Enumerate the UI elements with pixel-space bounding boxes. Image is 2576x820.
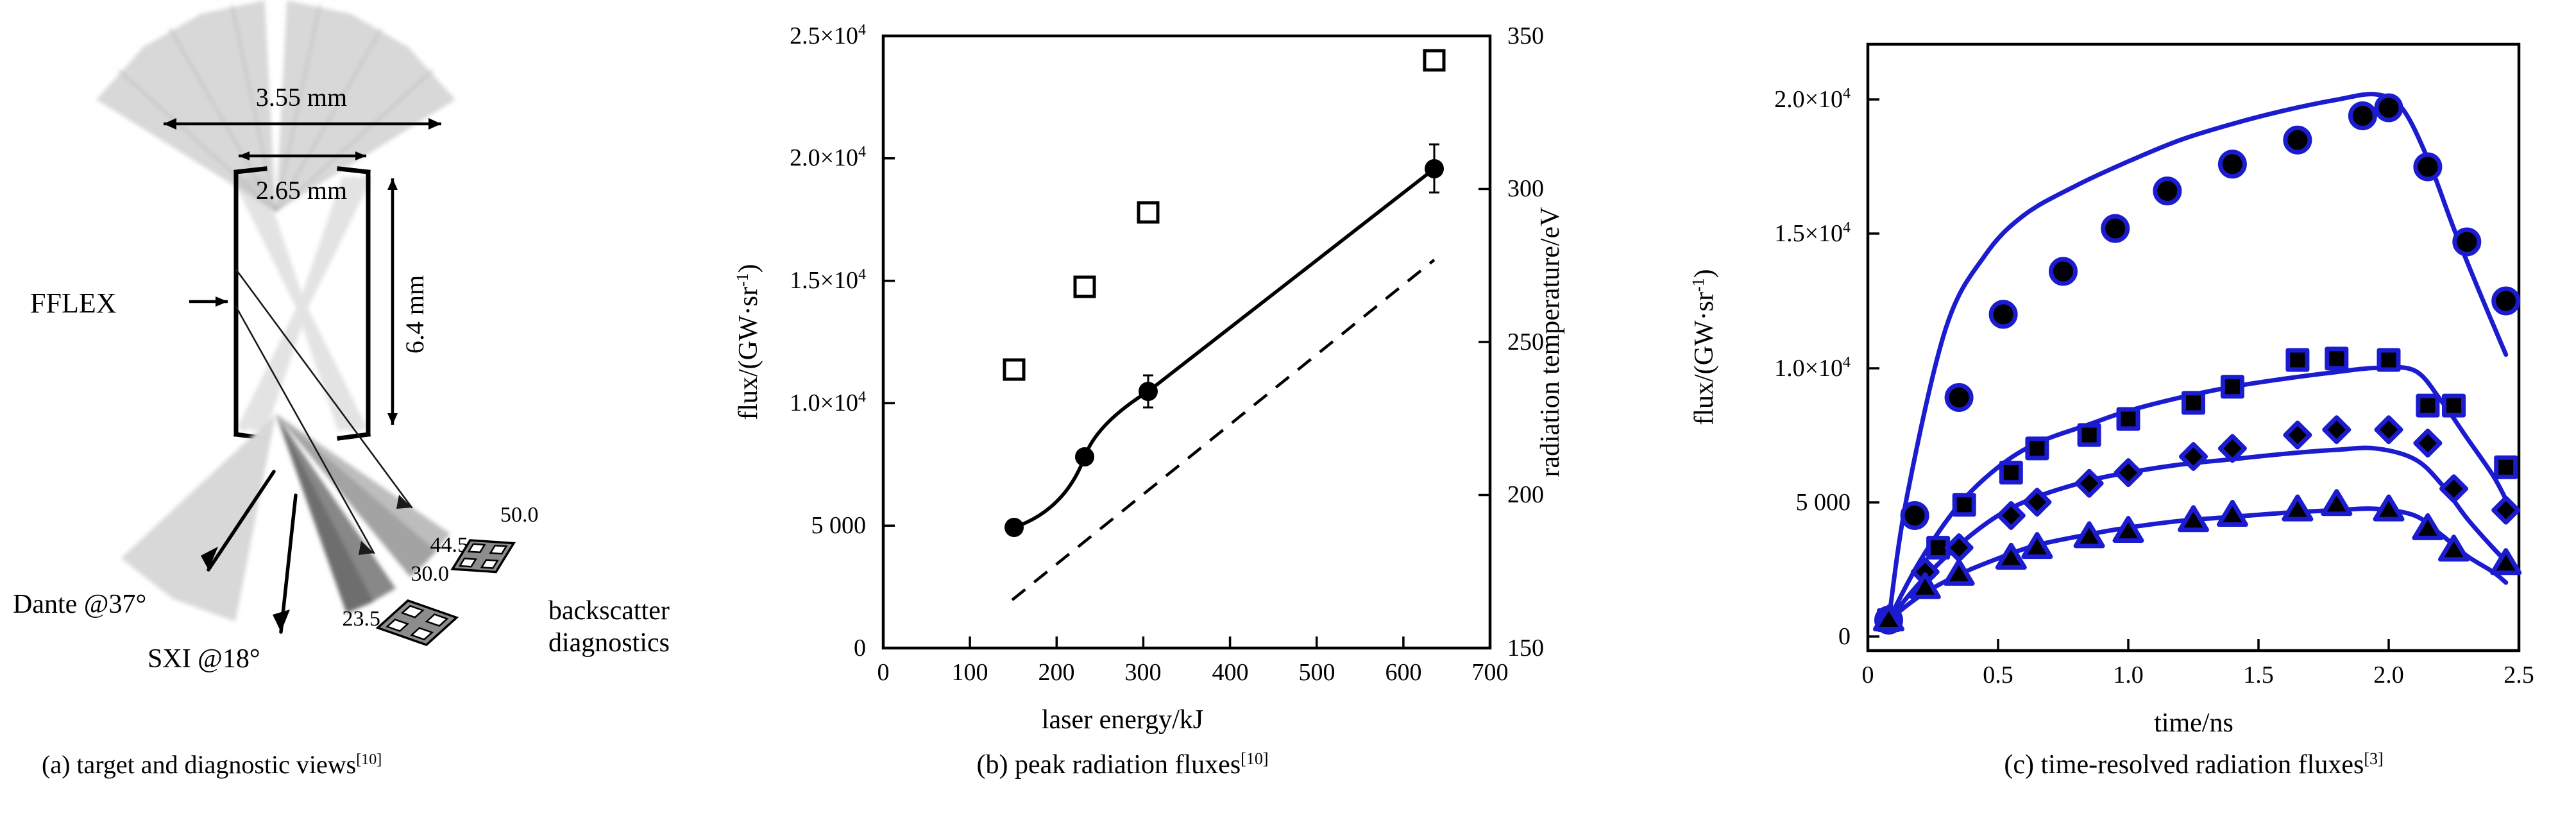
svg-text:30.0: 30.0	[411, 562, 450, 586]
svg-text:time/ns: time/ns	[2154, 708, 2233, 738]
svg-text:23.5: 23.5	[343, 607, 381, 631]
svg-text:2.0×104: 2.0×104	[790, 144, 866, 171]
svg-text:300: 300	[1507, 175, 1544, 202]
svg-text:1.0×104: 1.0×104	[790, 389, 866, 416]
svg-text:700: 700	[1472, 659, 1509, 686]
svg-text:FFLEX: FFLEX	[30, 287, 116, 319]
svg-text:500: 500	[1299, 659, 1335, 686]
svg-text:200: 200	[1507, 481, 1544, 508]
svg-text:0: 0	[877, 659, 890, 686]
svg-text:2.0: 2.0	[2373, 662, 2404, 688]
svg-text:5 000: 5 000	[811, 512, 867, 539]
svg-text:(c) time-resolved radiation fl: (c) time-resolved radiation fluxes[3]	[2004, 749, 2383, 780]
svg-text:2.5×104: 2.5×104	[790, 22, 866, 49]
svg-text:50.0: 50.0	[500, 503, 539, 527]
svg-text:Dante @37°: Dante @37°	[13, 590, 146, 619]
svg-text:6.4 mm: 6.4 mm	[400, 275, 429, 354]
svg-text:200: 200	[1038, 659, 1075, 686]
svg-text:0: 0	[854, 635, 866, 662]
svg-text:100: 100	[952, 659, 988, 686]
svg-text:SXI @18°: SXI @18°	[148, 644, 260, 674]
svg-text:2.0×104: 2.0×104	[1774, 85, 1851, 113]
svg-text:5 000: 5 000	[1796, 489, 1851, 516]
svg-text:flux/(GW·sr-1): flux/(GW·sr-1)	[1689, 269, 1719, 425]
svg-text:600: 600	[1385, 659, 1422, 686]
svg-text:300: 300	[1125, 659, 1162, 686]
svg-text:350: 350	[1507, 22, 1544, 49]
svg-text:1.5×104: 1.5×104	[790, 266, 866, 294]
svg-text:2.65 mm: 2.65 mm	[256, 176, 347, 205]
svg-text:backscatter: backscatter	[548, 596, 670, 626]
svg-text:laser energy/kJ: laser energy/kJ	[1042, 705, 1203, 735]
svg-text:1.0×104: 1.0×104	[1774, 354, 1851, 382]
svg-text:0: 0	[1862, 662, 1874, 688]
svg-text:diagnostics: diagnostics	[548, 628, 670, 658]
svg-text:0.5: 0.5	[1983, 662, 2013, 688]
svg-text:2.5: 2.5	[2504, 662, 2534, 688]
svg-text:(a) target and diagnostic view: (a) target and diagnostic views[10]	[42, 750, 382, 779]
svg-text:1.5×104: 1.5×104	[1774, 219, 1851, 247]
svg-text:(b) peak radiation fluxes[10]: (b) peak radiation fluxes[10]	[976, 749, 1268, 780]
svg-text:0: 0	[1838, 623, 1851, 650]
svg-text:flux/(GW·sr-1): flux/(GW·sr-1)	[733, 264, 763, 420]
svg-text:150: 150	[1507, 635, 1544, 662]
svg-text:1.5: 1.5	[2243, 662, 2274, 688]
svg-text:3.55 mm: 3.55 mm	[256, 83, 347, 112]
svg-text:radiation temperature/eV: radiation temperature/eV	[1536, 207, 1565, 477]
svg-text:1.0: 1.0	[2113, 662, 2144, 688]
svg-text:400: 400	[1212, 659, 1249, 686]
